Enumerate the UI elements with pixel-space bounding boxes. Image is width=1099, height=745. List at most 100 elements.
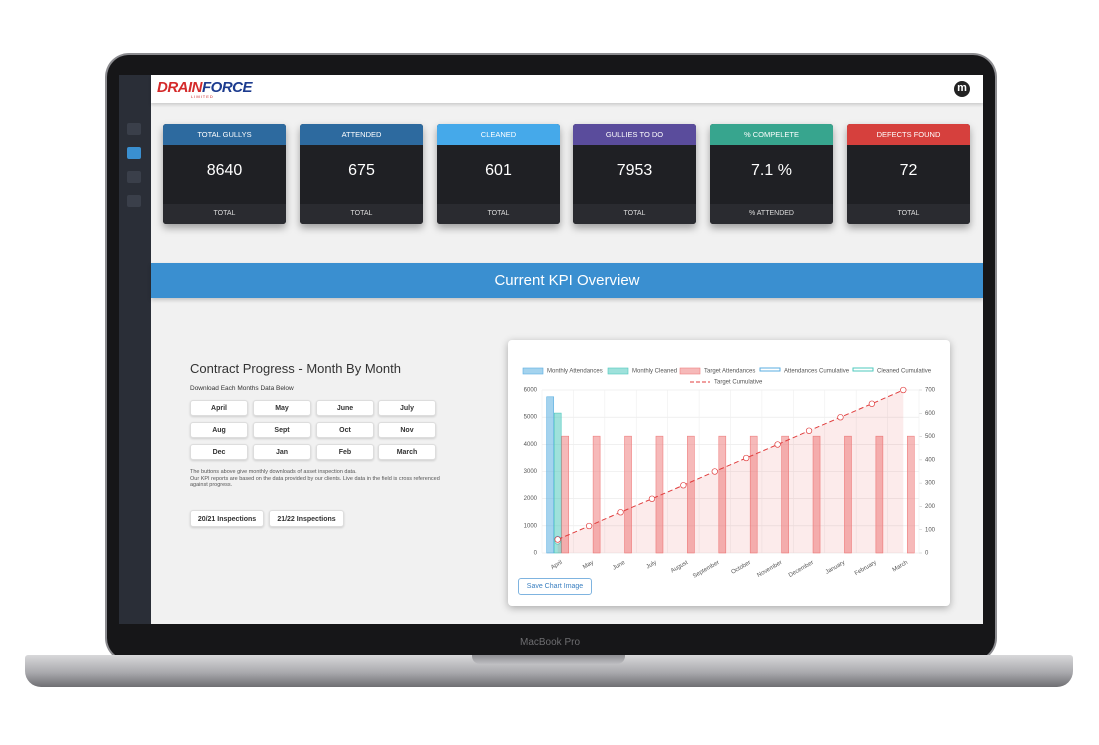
y-tick-label: 4000	[524, 442, 538, 448]
month-button[interactable]: July	[378, 400, 436, 416]
inspection-button[interactable]: 21/22 Inspections	[269, 510, 344, 527]
point	[805, 427, 813, 434]
y-tick-label: 1000	[524, 523, 538, 529]
x-tick-label: February	[854, 560, 878, 577]
chart-card: 0 1000 2000 3000 4000 5000 6000 0 100 200 300 400 50…	[508, 340, 950, 606]
bar	[906, 435, 915, 554]
x-tick-label: May	[582, 560, 595, 571]
month-button[interactable]: March	[378, 444, 436, 460]
point	[711, 468, 718, 475]
point	[554, 536, 561, 543]
note-line: Our KPI reports are based on the data pr…	[190, 475, 440, 482]
drop-icon[interactable]	[127, 147, 141, 159]
legend-swatch	[679, 367, 701, 375]
month-button[interactable]: June	[316, 400, 374, 416]
chat-icon[interactable]	[127, 195, 141, 207]
point	[680, 482, 687, 489]
month-button[interactable]: Dec	[190, 444, 248, 460]
point	[774, 441, 781, 448]
kpi-value: 7953	[616, 162, 653, 179]
bar	[655, 435, 664, 554]
kpi-title: DEFECTS FOUND	[847, 124, 970, 145]
logo-part: DRAIN	[157, 79, 203, 96]
legend-label: Target Attendances	[704, 369, 755, 375]
kpi-title: % COMPELETE	[710, 124, 833, 145]
bar	[592, 435, 601, 554]
month-button[interactable]: Jan	[253, 444, 311, 460]
legend-label: Cleaned Cumulative	[877, 369, 932, 375]
legend-swatch	[607, 367, 629, 375]
x-tick-label: November	[756, 560, 783, 579]
bar	[749, 435, 758, 554]
sidebar	[119, 75, 151, 624]
kpi-title: CLEANED	[437, 124, 560, 145]
month-button[interactable]: Aug	[190, 422, 248, 438]
y2-tick-label: 0	[925, 551, 929, 557]
y-tick-label: 0	[534, 551, 538, 557]
x-tick-label: December	[788, 560, 815, 579]
kpi-footer: TOTAL	[163, 204, 286, 224]
kpi-value: 8640	[206, 162, 243, 179]
point	[837, 414, 844, 421]
point	[648, 495, 656, 502]
bar	[624, 435, 632, 554]
legend-swatch	[759, 367, 781, 372]
legend-label: Attendances Cumulative	[784, 369, 850, 375]
x-tick-label: September	[692, 560, 720, 580]
kpi-value: 675	[348, 162, 375, 179]
bar	[812, 435, 821, 554]
x-tick-label: March	[892, 560, 909, 574]
month-button[interactable]: May	[253, 400, 311, 416]
month-button[interactable]: Feb	[316, 444, 374, 460]
logo-sub: LIMITED	[191, 94, 214, 99]
save-chart-button[interactable]: Save Chart Image	[518, 578, 592, 595]
kpi-footer: TOTAL	[300, 204, 423, 224]
legend-label: Monthly Attendances	[547, 369, 603, 375]
kpi-value: 7.1 %	[751, 162, 792, 179]
month-button[interactable]: Oct	[316, 422, 374, 438]
screen: DRAINFORCE LIMITED m TOTAL GULLYS 8640 TOT…	[119, 75, 983, 624]
legend-label: Monthly Cleaned	[632, 369, 677, 375]
kpi-card: DEFECTS FOUND 72 TOTAL	[847, 124, 970, 224]
kpi-value: 72	[899, 162, 918, 179]
month-button[interactable]: April	[190, 400, 248, 416]
y-tick-label: 5000	[524, 415, 538, 421]
bar	[546, 396, 555, 554]
point	[617, 509, 624, 516]
kpi-footer: TOTAL	[847, 204, 970, 224]
kpi-card: % COMPELETE 7.1 % % ATTENDED	[710, 124, 833, 224]
section-title: Current KPI Overview	[151, 263, 983, 298]
y-tick-label: 6000	[524, 388, 538, 394]
laptop-notch	[472, 655, 625, 664]
bar	[718, 435, 727, 554]
chart: 0 1000 2000 3000 4000 5000 6000 0 100 200 300 400 50…	[522, 367, 936, 580]
legend-swatch	[852, 367, 874, 372]
inspection-button[interactable]: 20/21 Inspections	[190, 510, 264, 527]
y2-tick-label: 700	[925, 388, 936, 394]
month-button[interactable]: Nov	[378, 422, 436, 438]
table-icon[interactable]	[127, 171, 141, 183]
month-button[interactable]: Sept	[253, 422, 311, 438]
x-tick-label: January	[825, 560, 846, 576]
logo[interactable]: DRAINFORCE	[157, 79, 253, 96]
home-icon[interactable]	[127, 123, 141, 135]
y-tick-label: 3000	[524, 469, 538, 475]
y-tick-label: 2000	[524, 496, 538, 502]
point	[900, 386, 907, 394]
bar	[875, 435, 884, 554]
line-area	[557, 390, 904, 553]
x-tick-label: July	[646, 560, 658, 571]
y2-tick-label: 100	[925, 527, 936, 533]
device-label: MacBook Pro	[519, 637, 581, 648]
progress-subtitle: Download Each Months Data Below	[190, 385, 294, 392]
kpi-title: GULLIES TO DO	[573, 124, 696, 145]
kpi-card: ATTENDED 675 TOTAL	[300, 124, 423, 224]
avatar[interactable]: m	[954, 81, 970, 97]
x-tick-label: August	[670, 560, 689, 575]
x-tick-label: June	[612, 560, 627, 572]
x-tick-label: April	[550, 560, 563, 571]
note-line: against progress.	[190, 482, 233, 488]
kpi-card: TOTAL GULLYS 8640 TOTAL	[163, 124, 286, 224]
progress-title: Contract Progress - Month By Month	[190, 361, 401, 376]
